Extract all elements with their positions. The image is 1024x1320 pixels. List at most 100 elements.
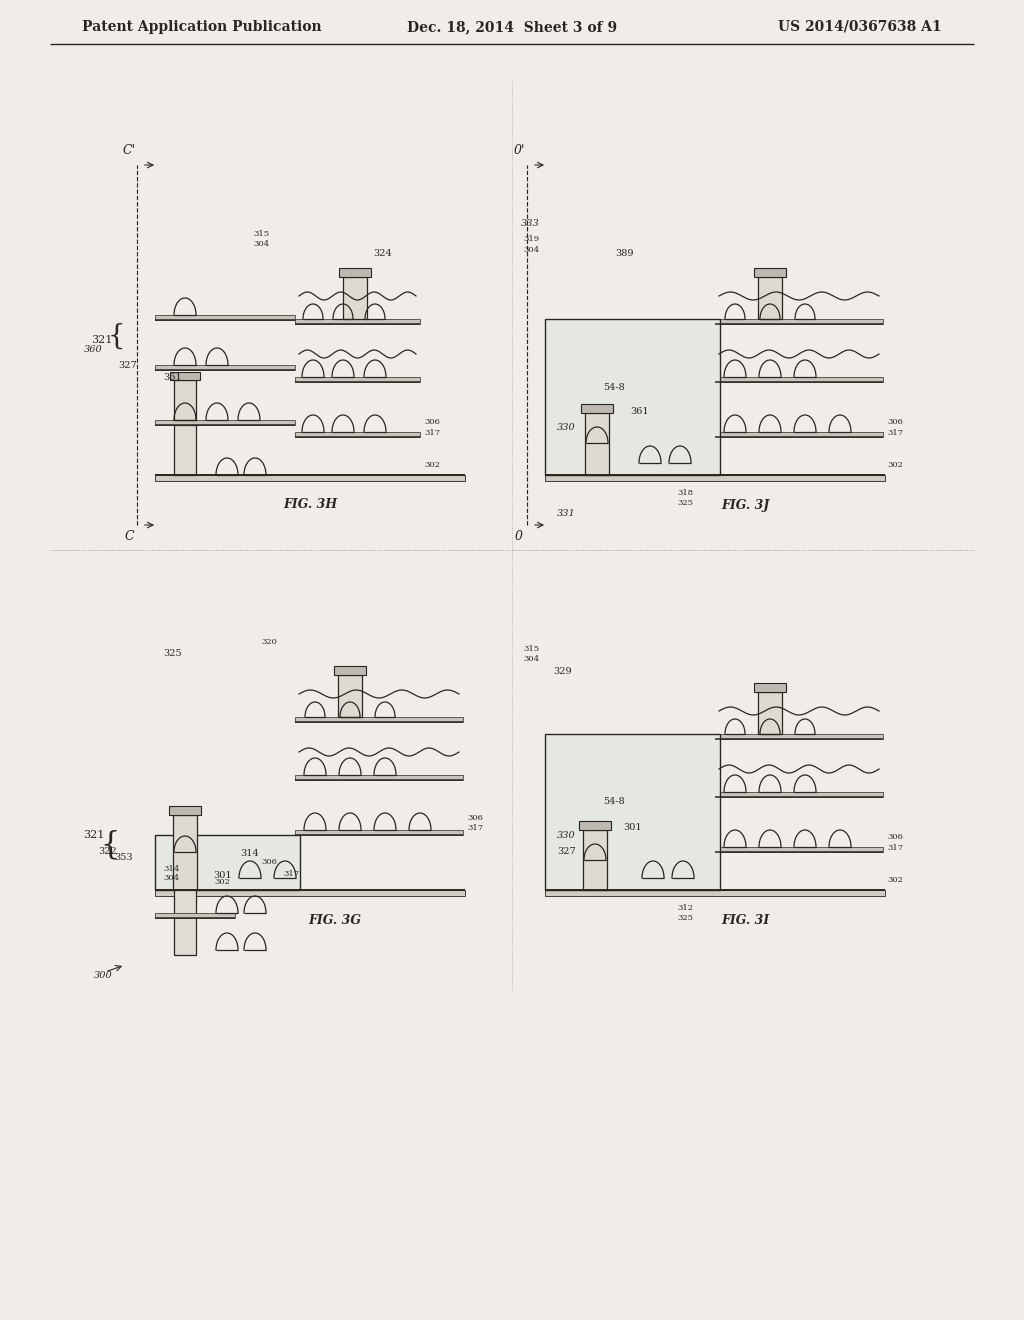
Text: 302: 302: [214, 878, 230, 886]
Bar: [295, 319, 420, 323]
Text: 321: 321: [91, 335, 113, 345]
Bar: [170, 372, 200, 380]
Text: 0': 0': [513, 144, 524, 157]
Text: 54-8: 54-8: [603, 797, 625, 807]
Bar: [155, 315, 295, 319]
Bar: [173, 814, 197, 890]
Text: 331: 331: [557, 508, 575, 517]
Text: 321: 321: [84, 830, 105, 840]
Text: 318: 318: [677, 488, 693, 498]
Bar: [334, 667, 366, 675]
Bar: [545, 475, 885, 480]
Text: Patent Application Publication: Patent Application Publication: [82, 20, 322, 34]
Text: 317: 317: [887, 429, 903, 437]
Text: 301: 301: [213, 870, 231, 879]
Text: 304: 304: [254, 240, 270, 248]
Text: 317: 317: [283, 870, 299, 878]
Text: FIG. 3H: FIG. 3H: [283, 499, 337, 511]
Text: 361: 361: [163, 374, 181, 383]
Text: 322: 322: [98, 846, 117, 855]
Bar: [295, 717, 463, 722]
Text: 361: 361: [630, 408, 648, 417]
Bar: [169, 807, 201, 814]
Bar: [545, 890, 885, 896]
Text: 325: 325: [163, 649, 181, 659]
Text: 324: 324: [373, 249, 392, 259]
Bar: [155, 836, 300, 890]
Text: FIG. 3G: FIG. 3G: [308, 913, 361, 927]
Text: 304: 304: [524, 246, 540, 253]
Bar: [155, 366, 295, 370]
Bar: [545, 319, 720, 475]
Text: 333: 333: [521, 219, 540, 228]
Bar: [339, 268, 371, 277]
Bar: [155, 475, 465, 480]
Bar: [545, 734, 720, 890]
Text: Dec. 18, 2014  Sheet 3 of 9: Dec. 18, 2014 Sheet 3 of 9: [407, 20, 617, 34]
Text: 314: 314: [240, 849, 259, 858]
Text: 306: 306: [424, 418, 440, 426]
Bar: [715, 734, 883, 739]
Text: 325: 325: [677, 499, 693, 507]
Bar: [155, 890, 465, 896]
Text: 327: 327: [118, 360, 137, 370]
Bar: [585, 413, 609, 475]
Bar: [174, 425, 196, 475]
Text: C': C': [123, 144, 135, 157]
Bar: [758, 277, 782, 319]
Text: 54-8: 54-8: [603, 383, 625, 392]
Text: 302: 302: [887, 461, 903, 469]
Bar: [174, 890, 196, 954]
Bar: [295, 378, 420, 381]
Text: 319: 319: [524, 235, 540, 243]
Text: 389: 389: [615, 249, 634, 259]
Bar: [155, 913, 234, 917]
Bar: [295, 830, 463, 836]
Text: 301: 301: [623, 822, 642, 832]
Text: 306: 306: [887, 418, 903, 426]
Text: 302: 302: [424, 461, 440, 469]
Text: {: {: [108, 323, 125, 350]
Text: 315: 315: [254, 230, 270, 238]
Text: FIG. 3J: FIG. 3J: [721, 499, 769, 511]
Text: 353: 353: [115, 854, 133, 862]
Text: 306: 306: [261, 858, 278, 866]
Text: 0: 0: [515, 531, 523, 544]
Bar: [715, 432, 883, 437]
Text: 317: 317: [887, 843, 903, 851]
Text: C: C: [124, 531, 134, 544]
Text: 320: 320: [261, 638, 278, 645]
Text: 330: 330: [557, 830, 575, 840]
Text: 317: 317: [424, 429, 440, 437]
Bar: [295, 432, 420, 437]
Bar: [579, 821, 611, 830]
Text: FIG. 3I: FIG. 3I: [721, 913, 769, 927]
Bar: [581, 404, 613, 413]
Text: 360: 360: [84, 346, 103, 355]
Text: 306: 306: [887, 833, 903, 841]
Text: 330: 330: [557, 422, 575, 432]
Bar: [754, 682, 786, 692]
Text: 312: 312: [677, 904, 693, 912]
Bar: [338, 675, 362, 717]
Text: {: {: [100, 829, 120, 861]
Bar: [758, 692, 782, 734]
Bar: [715, 378, 883, 381]
Text: 314
304: 314 304: [163, 865, 179, 882]
Bar: [715, 847, 883, 851]
Bar: [155, 420, 295, 425]
Bar: [174, 380, 196, 420]
Bar: [715, 792, 883, 797]
Text: US 2014/0367638 A1: US 2014/0367638 A1: [778, 20, 942, 34]
Text: 325: 325: [677, 913, 693, 921]
Bar: [754, 268, 786, 277]
Text: 300: 300: [93, 970, 113, 979]
Bar: [583, 830, 607, 890]
Text: 315
304: 315 304: [524, 645, 540, 663]
Bar: [295, 775, 463, 780]
Text: 327: 327: [557, 847, 575, 857]
Bar: [715, 319, 883, 323]
Text: 329: 329: [553, 667, 571, 676]
Bar: [343, 277, 367, 319]
Text: 306
317: 306 317: [467, 814, 483, 832]
